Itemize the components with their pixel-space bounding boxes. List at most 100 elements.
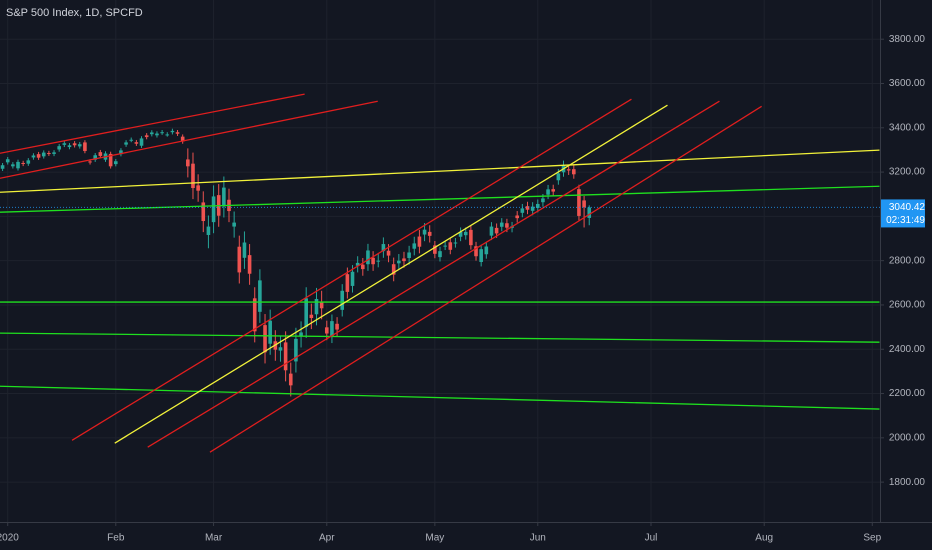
candle-body: [402, 258, 406, 262]
candle-body: [258, 280, 262, 312]
y-tick-label: 2400.00: [889, 344, 926, 355]
candle-body: [129, 139, 134, 141]
candle-body: [366, 250, 370, 265]
candle-body: [113, 161, 118, 165]
y-tick-label: 2200.00: [889, 388, 926, 399]
candle-body: [469, 229, 473, 246]
candle-body: [252, 298, 257, 332]
candle-body: [386, 250, 391, 256]
trendline: [209, 105, 762, 453]
candle-body: [397, 260, 401, 264]
candle-body: [170, 130, 175, 133]
candle-body: [505, 223, 509, 228]
candle-body: [36, 154, 41, 158]
trendline: [71, 98, 632, 441]
candle-body: [283, 342, 288, 371]
candle-body: [541, 198, 545, 203]
candle-body: [150, 132, 154, 135]
candle-body: [41, 152, 46, 157]
candle-body: [119, 150, 123, 155]
candle-body: [88, 161, 92, 163]
candle-body: [206, 226, 211, 235]
x-tick-label: Feb: [107, 533, 125, 544]
candle-body: [165, 134, 170, 136]
y-tick-label: 2800.00: [889, 255, 926, 266]
x-tick-label: May: [425, 533, 444, 544]
x-tick-label: Apr: [319, 533, 335, 544]
candle-body: [376, 260, 381, 262]
candle-body: [57, 146, 61, 150]
candle-body: [237, 246, 242, 273]
x-tick-label: Mar: [205, 533, 223, 544]
candle-body: [546, 189, 550, 195]
x-tick-label: Jul: [645, 533, 658, 544]
candle-body: [345, 274, 350, 292]
candle-body: [484, 246, 489, 255]
x-tick-label: Sep: [863, 533, 881, 544]
y-tick-label: 3800.00: [889, 34, 926, 45]
y-tick-label: 2600.00: [889, 300, 926, 311]
y-tick-label: 2000.00: [889, 432, 926, 443]
price-tag: [881, 199, 925, 228]
candle-body: [361, 264, 365, 270]
candle-body: [494, 227, 499, 234]
countdown-label: 02:31:49: [886, 215, 925, 226]
candle-body: [350, 271, 355, 286]
candle-body: [433, 245, 437, 254]
candle-body: [52, 152, 56, 154]
candle-body: [530, 206, 535, 211]
candle-body: [77, 144, 82, 147]
trendline: [147, 100, 720, 448]
candle-body: [566, 169, 571, 171]
candle-body: [314, 298, 319, 315]
candle-body: [124, 142, 128, 145]
candle-body: [340, 290, 345, 310]
trendline: [0, 385, 880, 410]
candle-body: [108, 153, 113, 167]
candle-body: [572, 169, 576, 175]
candle-body: [299, 332, 303, 337]
candle-body: [417, 236, 422, 247]
candle-body: [525, 206, 530, 210]
candle-body: [324, 327, 329, 334]
candle-body: [242, 242, 247, 258]
trendline: [0, 93, 305, 154]
candle-body: [551, 189, 556, 192]
candle-body: [489, 226, 494, 236]
candle-body: [62, 143, 67, 145]
candle-body: [247, 255, 252, 274]
candle-body: [26, 160, 31, 164]
candle-body: [577, 189, 581, 216]
candle-body: [587, 207, 592, 218]
candle-body: [438, 251, 442, 258]
candle-body: [0, 165, 5, 169]
candle-body: [288, 373, 293, 386]
candle-body: [422, 229, 427, 235]
candle-body: [155, 133, 159, 136]
candle-body: [309, 314, 314, 319]
candle-body: [381, 244, 386, 252]
candle-body: [355, 262, 360, 266]
x-tick-label: Aug: [755, 533, 773, 544]
candle-body: [175, 132, 180, 134]
candle-body: [186, 159, 190, 167]
x-tick-label: Jun: [530, 533, 546, 544]
trendline: [0, 185, 880, 213]
candle-body: [330, 321, 334, 337]
trendline: [0, 100, 378, 179]
candle-body: [453, 242, 458, 244]
candle-body: [463, 231, 468, 236]
candle-body: [180, 136, 185, 142]
candle-body: [458, 231, 463, 237]
candle-body: [263, 325, 267, 353]
y-tick-label: 3600.00: [889, 78, 926, 89]
candle-body: [427, 231, 432, 236]
candle-body: [319, 301, 324, 309]
candle-body: [520, 208, 525, 213]
candle-body: [304, 298, 308, 327]
trendline: [0, 332, 880, 343]
trendline: [0, 149, 880, 193]
